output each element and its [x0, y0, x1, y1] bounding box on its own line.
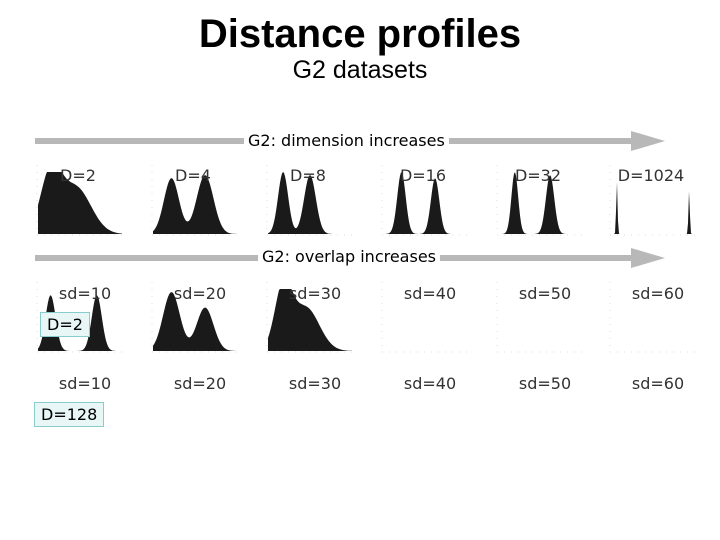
panel-frame: [381, 282, 468, 353]
panel-frame: [609, 165, 696, 236]
histogram-panel: [381, 165, 468, 236]
panel-label: D=1024: [617, 166, 685, 185]
panel-label: sd=10: [58, 374, 112, 393]
panel-label: sd=10: [58, 284, 112, 303]
overlap-arrow-label: G2: overlap increases: [258, 247, 440, 266]
histogram-panel: [151, 282, 238, 353]
panel-label: sd=60: [631, 374, 685, 393]
histogram-shape: [383, 172, 467, 234]
panel-frame: [381, 165, 468, 236]
panel-label: sd=40: [403, 284, 457, 303]
panel-label: D=16: [399, 166, 447, 185]
panel-label: sd=30: [288, 284, 342, 303]
histogram-panel: [496, 165, 583, 236]
panel-label: D=32: [514, 166, 562, 185]
panel-frame: [609, 282, 696, 353]
panel-label: sd=50: [518, 374, 572, 393]
dimension-arrow-label: G2: dimension increases: [244, 131, 449, 150]
histogram-panel: [609, 282, 696, 353]
histogram-panel: [36, 282, 123, 353]
histogram-panel: [609, 165, 696, 236]
panel-frame: [496, 165, 583, 236]
histogram-panel: [36, 165, 123, 236]
histogram-shape: [268, 172, 352, 234]
slide-subtitle: G2 datasets: [292, 56, 428, 84]
histogram-panel: [151, 165, 238, 236]
panel-label: sd=20: [173, 284, 227, 303]
histogram-panel: [266, 282, 353, 353]
histogram-shape: [38, 295, 122, 351]
panel-frame: [266, 165, 353, 236]
row-tag-d2: D=2: [40, 312, 90, 337]
histogram-panel: [266, 165, 353, 236]
panel-frame: [151, 282, 238, 353]
histogram-panel: [496, 282, 583, 353]
histogram-shape: [38, 172, 122, 234]
panel-label: sd=50: [518, 284, 572, 303]
histogram-shape: [611, 182, 695, 234]
panel-label: sd=60: [631, 284, 685, 303]
panel-frame: [36, 282, 123, 353]
histogram-shape: [153, 175, 237, 234]
histogram-panel: [381, 282, 468, 353]
panel-label: D=2: [60, 166, 96, 185]
panel-frame: [266, 282, 353, 353]
panel-frame: [151, 165, 238, 236]
slide-title: Distance profiles: [198, 12, 522, 56]
histogram-shape: [498, 172, 582, 234]
panel-frame: [496, 282, 583, 353]
panel-label: sd=30: [288, 374, 342, 393]
histogram-shape: [153, 292, 237, 351]
row-tag-d128: D=128: [34, 402, 105, 427]
histogram-shape: [268, 289, 352, 351]
panel-label: D=8: [290, 166, 326, 185]
panel-label: sd=40: [403, 374, 457, 393]
panel-label: sd=20: [173, 374, 227, 393]
panel-label: D=4: [175, 166, 211, 185]
panel-frame: [36, 165, 123, 236]
